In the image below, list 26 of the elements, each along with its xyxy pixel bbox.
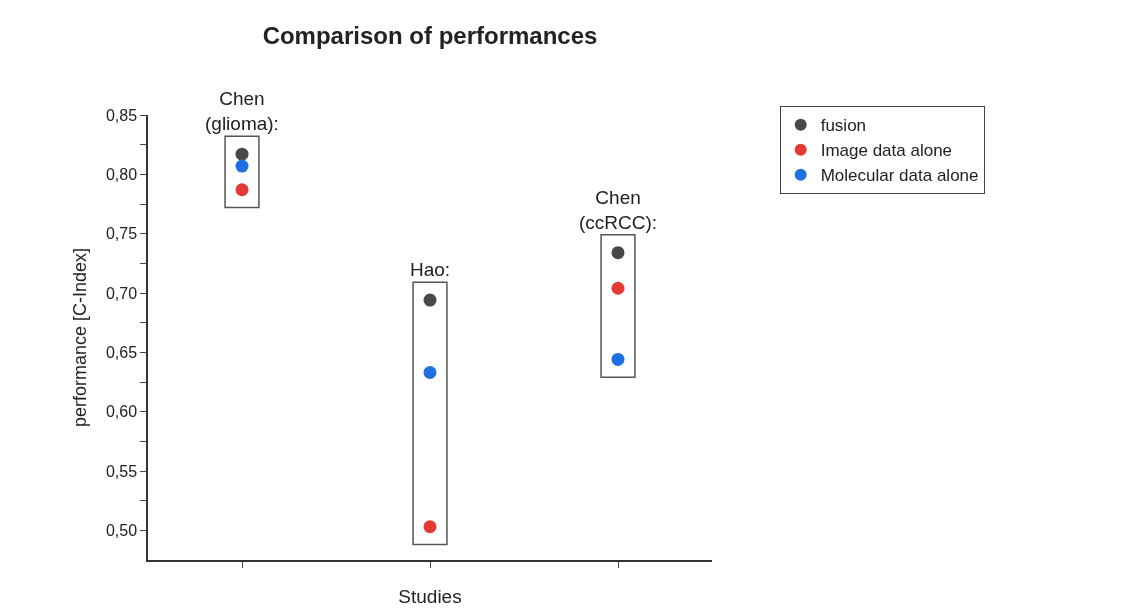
y-tick-label: 0,85 <box>105 106 138 124</box>
y-tick-label: 0,75 <box>105 225 138 243</box>
point <box>423 366 437 379</box>
point <box>235 183 249 197</box>
y-tick-label: 0,70 <box>105 284 138 302</box>
y-axis-title: performance [C-Index] <box>69 247 90 428</box>
y-tick-label: 0,60 <box>105 403 138 421</box>
x-axis-title: Studies <box>398 586 462 608</box>
y-tick-label: 0,80 <box>105 165 138 183</box>
point <box>235 159 249 173</box>
annotation: Chen (glioma): <box>205 88 279 134</box>
annotation: Hao: <box>410 259 451 280</box>
annotation: Chen (ccRCC): <box>579 187 658 233</box>
legend-label: Molecular data alone <box>820 166 979 186</box>
y-tick-label: 0,65 <box>105 343 138 361</box>
point <box>423 520 437 534</box>
point <box>611 352 625 366</box>
chart-title: Comparison of performances <box>262 22 598 50</box>
point <box>611 246 625 260</box>
point <box>611 281 625 295</box>
point <box>235 147 249 161</box>
legend-label: Image data alone <box>820 141 953 161</box>
point <box>423 293 437 307</box>
y-tick-label: 0,55 <box>105 462 138 480</box>
y-tick-label: 0,50 <box>105 521 138 539</box>
legend-label: fusion <box>820 116 867 136</box>
